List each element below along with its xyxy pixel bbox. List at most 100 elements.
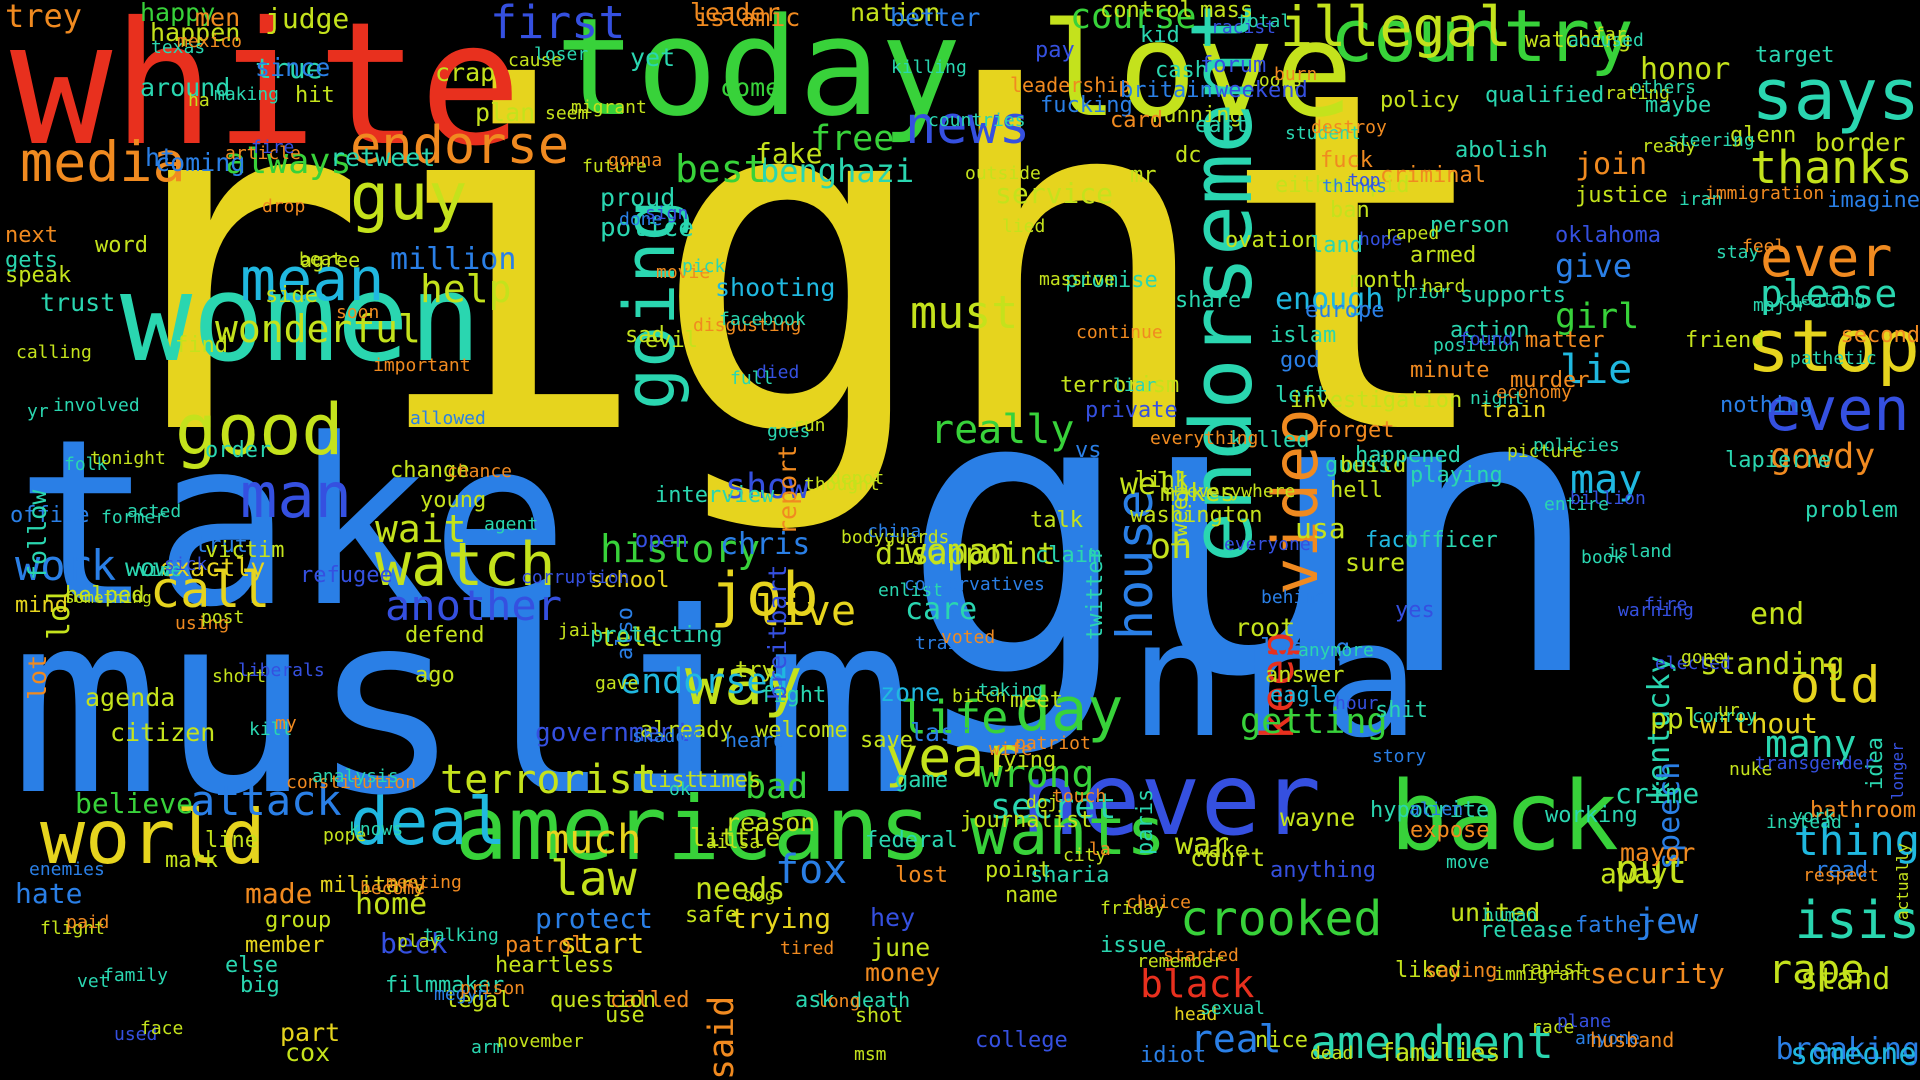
word-next: next — [5, 223, 58, 248]
word-cash: cash — [1155, 58, 1208, 83]
word-jail: jail — [558, 620, 602, 641]
word-filmmaker: filmmaker — [385, 973, 505, 998]
word-policy: policy — [1380, 88, 1460, 113]
word-stupid: stupid — [1330, 173, 1410, 198]
word-death: death — [850, 988, 911, 1012]
word-husband: husband — [1590, 1028, 1675, 1052]
word-analysis: analysis — [312, 766, 399, 787]
word-happened: happened — [1355, 443, 1461, 468]
word-wayne: wayne — [1280, 803, 1356, 832]
word-last: last — [910, 718, 971, 747]
word-massive: massive — [1039, 269, 1115, 290]
word-gave: gave — [595, 673, 639, 694]
word-kid: kid — [1140, 23, 1180, 48]
word-ur: ur — [1718, 700, 1740, 721]
word-follow: follow — [23, 489, 52, 580]
word-protect: protect — [535, 902, 654, 935]
word-show: show — [725, 467, 810, 507]
word-private: private — [1085, 398, 1178, 423]
word-amendment: amendment — [1310, 1016, 1554, 1069]
word-either: either — [1275, 173, 1355, 198]
word-happy: happy — [140, 0, 216, 27]
word-officer: officer — [1405, 528, 1498, 553]
word-longer: longer — [1888, 742, 1907, 800]
word-anyone: anyone — [1575, 1028, 1641, 1049]
word-right: right — [85, 0, 1500, 538]
word-hate: hate — [15, 877, 83, 910]
word-united: united — [1450, 898, 1541, 927]
word-taking: taking — [978, 680, 1044, 701]
word-enough: enough — [1275, 282, 1384, 317]
word-save: save — [860, 728, 913, 753]
word-matter: matter — [1525, 328, 1605, 353]
word-old: old — [1790, 656, 1881, 714]
word-agree: agree — [300, 248, 361, 272]
word-release: release — [1480, 918, 1573, 943]
word-lapierre: lapierre — [1725, 448, 1831, 473]
word-major: major — [1753, 295, 1808, 316]
word-world: world — [40, 793, 266, 881]
word-answer: answer — [1265, 663, 1345, 688]
word-working: working — [1545, 803, 1638, 828]
word-choice: choice — [1126, 892, 1192, 913]
word-minute: minute — [1410, 358, 1490, 383]
word-plan: plan — [475, 98, 536, 127]
word-beck: beck — [380, 927, 448, 960]
word-young: young — [420, 488, 487, 513]
word-vine: vine — [138, 560, 182, 581]
word-lost: lost — [895, 863, 948, 888]
word-away: away — [1600, 857, 1668, 890]
word-americans: americans — [455, 777, 932, 880]
word-sexual: sexual — [1200, 998, 1266, 1019]
word-nuke: nuke — [1729, 759, 1773, 780]
word-game: game — [895, 768, 948, 793]
word-someone: someone — [1790, 1037, 1917, 1072]
word-breaking: breaking — [1775, 1032, 1920, 1067]
word-wow: wow — [125, 553, 171, 582]
word-book: book — [1581, 547, 1625, 568]
word-gets: gets — [5, 248, 58, 273]
word-hypocrite: hypocrite — [1370, 798, 1490, 823]
word-la: la — [1089, 839, 1111, 860]
word-start: start — [560, 927, 645, 960]
word-sign: sign — [645, 203, 689, 224]
word-ailsa: ailsa — [706, 832, 761, 853]
word-islam: islam — [1270, 323, 1337, 348]
word-order: order — [205, 438, 272, 463]
word-racist: racist — [1211, 17, 1277, 38]
word-stay: stay — [1716, 242, 1760, 263]
word-human: human — [1483, 905, 1538, 926]
word-land: land — [1310, 233, 1363, 258]
word-school: school — [590, 568, 670, 593]
word-woman: woman — [905, 532, 1011, 572]
word-victim: victim — [205, 538, 285, 563]
word-name: name — [1005, 883, 1058, 908]
word-said: said — [702, 995, 742, 1080]
word-happen: happen — [150, 18, 241, 47]
word-trey: trey — [5, 0, 83, 35]
word-doj: doj — [1026, 792, 1059, 813]
word-secret: secret — [990, 787, 1117, 827]
word-picture: picture — [1507, 441, 1583, 462]
word-island: island — [1607, 541, 1673, 562]
word-ok: ok — [669, 779, 691, 800]
word-gonna: gonna — [608, 150, 663, 171]
word-ha: ha — [188, 90, 210, 111]
word-migrant: migrant — [571, 97, 647, 118]
word-million: million — [390, 242, 517, 277]
word-says: says — [1751, 54, 1920, 136]
word-citizen: citizen — [110, 718, 216, 747]
word-calling: calling — [16, 342, 92, 363]
word-fox: fox — [775, 847, 848, 893]
word-job: job — [710, 560, 819, 630]
word-love: love — [1040, 0, 1354, 146]
word-vet: vet — [77, 971, 110, 992]
word-dog: dog — [743, 885, 776, 906]
word-hour: hour — [1335, 693, 1379, 714]
word-first: first — [490, 0, 626, 49]
word-long: long — [817, 991, 861, 1012]
word-knows: knows — [349, 819, 404, 840]
word-many: many — [1765, 722, 1857, 766]
word-cox: cox — [285, 1038, 331, 1067]
word-legal: legal — [445, 988, 512, 1013]
